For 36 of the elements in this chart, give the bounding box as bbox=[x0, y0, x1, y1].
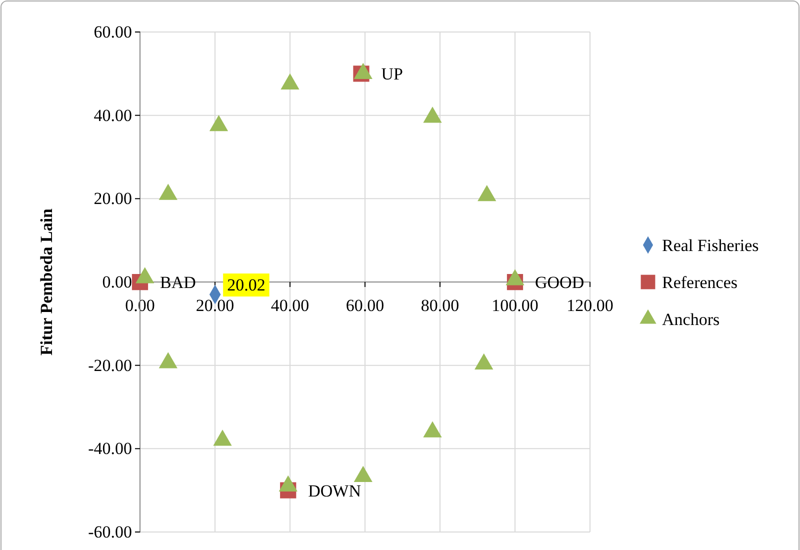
point bbox=[213, 430, 232, 446]
point bbox=[423, 421, 442, 438]
y-tick-label: -40.00 bbox=[88, 439, 132, 458]
x-tick-label: 20.00 bbox=[196, 296, 234, 316]
x-tick-label: 120.00 bbox=[566, 296, 614, 316]
y-tick-label: 60.00 bbox=[94, 22, 132, 42]
point bbox=[209, 115, 228, 132]
annotation: DOWN bbox=[308, 481, 362, 500]
x-tick-label: 60.00 bbox=[346, 296, 384, 316]
annotation: 20.02 bbox=[227, 276, 266, 294]
point bbox=[474, 353, 494, 370]
point bbox=[158, 352, 178, 368]
y-axis-title: Fitur Pembeda Lain bbox=[37, 208, 56, 356]
point bbox=[354, 62, 372, 80]
point bbox=[506, 269, 524, 286]
x-tick-label: 100.00 bbox=[492, 296, 538, 316]
legend-label: Real Fisheries bbox=[662, 236, 759, 255]
point bbox=[354, 466, 372, 482]
point bbox=[478, 185, 496, 202]
point bbox=[280, 73, 300, 90]
y-tick-label: 40.00 bbox=[94, 106, 132, 125]
point bbox=[158, 184, 178, 200]
annotation: GOOD bbox=[535, 273, 584, 292]
annotation: BAD bbox=[160, 273, 196, 292]
x-tick-label: 40.00 bbox=[270, 296, 310, 316]
y-tick-label: 20.00 bbox=[94, 189, 132, 208]
annotation: UP bbox=[381, 64, 403, 84]
y-tick-label: 0.00 bbox=[102, 272, 132, 292]
point bbox=[423, 106, 442, 123]
legend-label: References bbox=[662, 273, 738, 292]
legend-label: Anchors bbox=[662, 310, 720, 329]
x-tick-label: 80.00 bbox=[420, 296, 460, 316]
y-tick-label: -60.00 bbox=[88, 522, 132, 542]
point bbox=[136, 267, 154, 284]
y-tick-label: -20.00 bbox=[88, 356, 132, 375]
point bbox=[278, 475, 298, 492]
